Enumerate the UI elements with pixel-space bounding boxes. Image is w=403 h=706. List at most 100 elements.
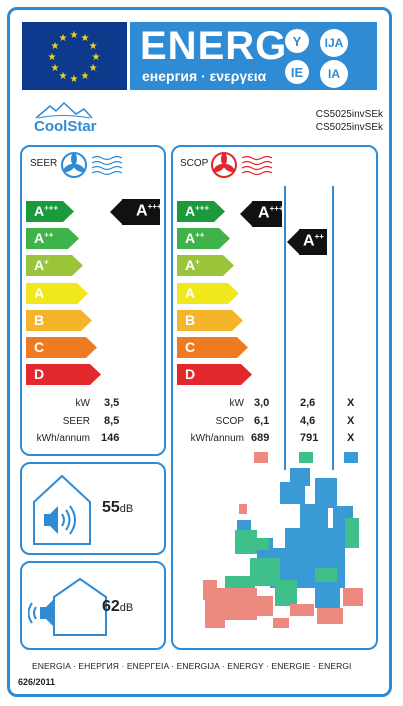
energ-subtitle: енергия · ενεργεια [142, 68, 267, 84]
heating-scop-average: 4,6 [300, 415, 316, 427]
eu-star-icon: ★ [89, 41, 98, 52]
cooling-scale-bar: A+ [26, 255, 83, 277]
heating-average-rating-plus: +++ [269, 204, 284, 213]
heating-scale-bar: C [177, 337, 248, 358]
zone-swatch-colder [254, 452, 268, 463]
heating-average-rating-arrow: A+++ [240, 201, 284, 227]
cooling-title: SEER [30, 158, 58, 169]
heating-scop-colder: 6,1 [254, 415, 270, 427]
heating-scale-label: D [185, 366, 196, 383]
regulation-number: 626/2011 [18, 677, 56, 687]
cooling-kw-label: kW [75, 398, 90, 409]
cooling-panel [20, 145, 166, 456]
cooling-scale-bar: A [26, 282, 88, 304]
cooling-annual-value: 146 [101, 432, 120, 444]
eu-flag: ★ ★ ★ ★ ★ ★ ★ ★ ★ ★ ★ ★ [22, 22, 127, 90]
lang-code-ia: IA [320, 60, 348, 88]
heating-scale-bar: D [177, 364, 252, 386]
heating-scale-bar: A+++ [177, 201, 225, 222]
cooling-scale-bar: A+++ [26, 201, 74, 222]
cooling-scale-label: A+++ [34, 203, 59, 219]
fan-cooling-icon [61, 152, 123, 178]
heating-kw-colder: 3,0 [254, 397, 270, 409]
heating-scale-bar: A [177, 282, 239, 304]
cooling-scale-label: C [34, 339, 45, 355]
cooling-rating-letter: A [136, 202, 148, 220]
cooling-annual-label: kWh/annum [36, 433, 90, 444]
lang-code-ie: IE [285, 60, 309, 84]
eu-star-icon: ★ [59, 71, 68, 82]
cooling-scale-label: A++ [34, 230, 54, 247]
label-frame [7, 7, 392, 697]
cooling-rating-plus: +++ [147, 202, 162, 211]
energy-banner: ENERG енергия · ενεργεια Y IJA IE IA [130, 22, 377, 90]
cooling-scale-label: A+ [34, 257, 49, 274]
cooling-seer-label: SEER [62, 416, 90, 427]
europe-climate-map [203, 468, 363, 628]
model-indoor: CS5025invSEk [315, 109, 383, 120]
eu-star-icon: ★ [50, 41, 59, 52]
brand-name: CoolStar [34, 118, 97, 135]
cooling-scale-bar: A++ [26, 228, 79, 250]
heating-scale-label: A++ [185, 230, 205, 247]
heating-scale-bar: A++ [177, 228, 230, 250]
cooling-scale-label: A [34, 284, 45, 301]
cooling-seer-value: 8,5 [104, 415, 120, 427]
cooling-scale-bar: D [26, 364, 101, 386]
mountain-logo-icon [35, 101, 93, 119]
cooling-scale-bar: B [26, 309, 92, 331]
eu-star-icon: ★ [70, 74, 79, 85]
heating-kw-warmer: X [347, 397, 355, 409]
lang-code-y: Y [285, 29, 309, 53]
heating-warmer-rating-arrow: A++ [287, 229, 327, 255]
heating-kw-label: kW [229, 398, 244, 409]
heating-scop-warmer: X [347, 415, 355, 427]
zone-swatch-warmer [344, 452, 358, 463]
cooling-scale-label: B [34, 311, 45, 328]
heating-annual-colder: 689 [251, 432, 270, 444]
eu-star-icon: ★ [59, 33, 68, 44]
cooling-scale-bar: C [26, 337, 97, 358]
heating-kw-average: 2,6 [300, 397, 316, 409]
outdoor-noise-panel [20, 561, 166, 650]
zone-swatch-average [299, 452, 313, 463]
model-outdoor: CS5025invSEk [315, 122, 383, 133]
column-divider [284, 186, 286, 470]
heating-scale-label: A+++ [185, 203, 210, 219]
eu-star-icon: ★ [48, 52, 57, 63]
fan-heating-icon [211, 152, 273, 178]
heating-annual-warmer: X [347, 432, 355, 444]
indoor-noise-panel [20, 462, 166, 555]
indoor-noise-unit: dB [119, 503, 134, 515]
heating-scale-bar: B [177, 309, 243, 331]
column-divider [332, 186, 334, 470]
heating-warmer-rating-letter: A [303, 232, 315, 250]
eu-star-icon: ★ [81, 33, 90, 44]
indoor-speaker-icon [33, 474, 91, 545]
eu-star-icon: ★ [92, 52, 101, 63]
eu-star-icon: ★ [89, 63, 98, 74]
indoor-noise-value: 55dB [102, 499, 134, 516]
heating-scale-label: B [185, 311, 196, 328]
eu-star-icon: ★ [50, 63, 59, 74]
heating-scop-label: SCOP [215, 416, 244, 427]
heating-scale-label: C [185, 339, 196, 355]
heating-scale-label: A [185, 284, 196, 301]
outdoor-noise-unit: dB [119, 602, 134, 614]
outdoor-speaker-icon [28, 577, 107, 636]
heating-scale-bar: A+ [177, 255, 234, 277]
lang-code-ija: IJA [320, 29, 348, 57]
heating-annual-label: kWh/annum [190, 433, 244, 444]
heating-title: SCOP [180, 158, 209, 169]
cooling-kw-value: 3,5 [104, 397, 120, 409]
energ-title: ENERG [140, 24, 288, 68]
energy-languages: ENERGIA · ЕНЕРГИЯ · ΕΝΕΡΓΕΙΑ · ENERGIJA … [32, 661, 352, 671]
heating-warmer-rating-plus: ++ [314, 232, 324, 241]
eu-star-icon: ★ [81, 71, 90, 82]
cooling-rating-arrow: A+++ [110, 199, 162, 225]
cooling-scale-label: D [34, 366, 45, 383]
heating-scale-label: A+ [185, 257, 200, 274]
heating-average-rating-letter: A [258, 204, 270, 222]
heating-panel [171, 145, 378, 650]
heating-annual-average: 791 [300, 432, 319, 444]
